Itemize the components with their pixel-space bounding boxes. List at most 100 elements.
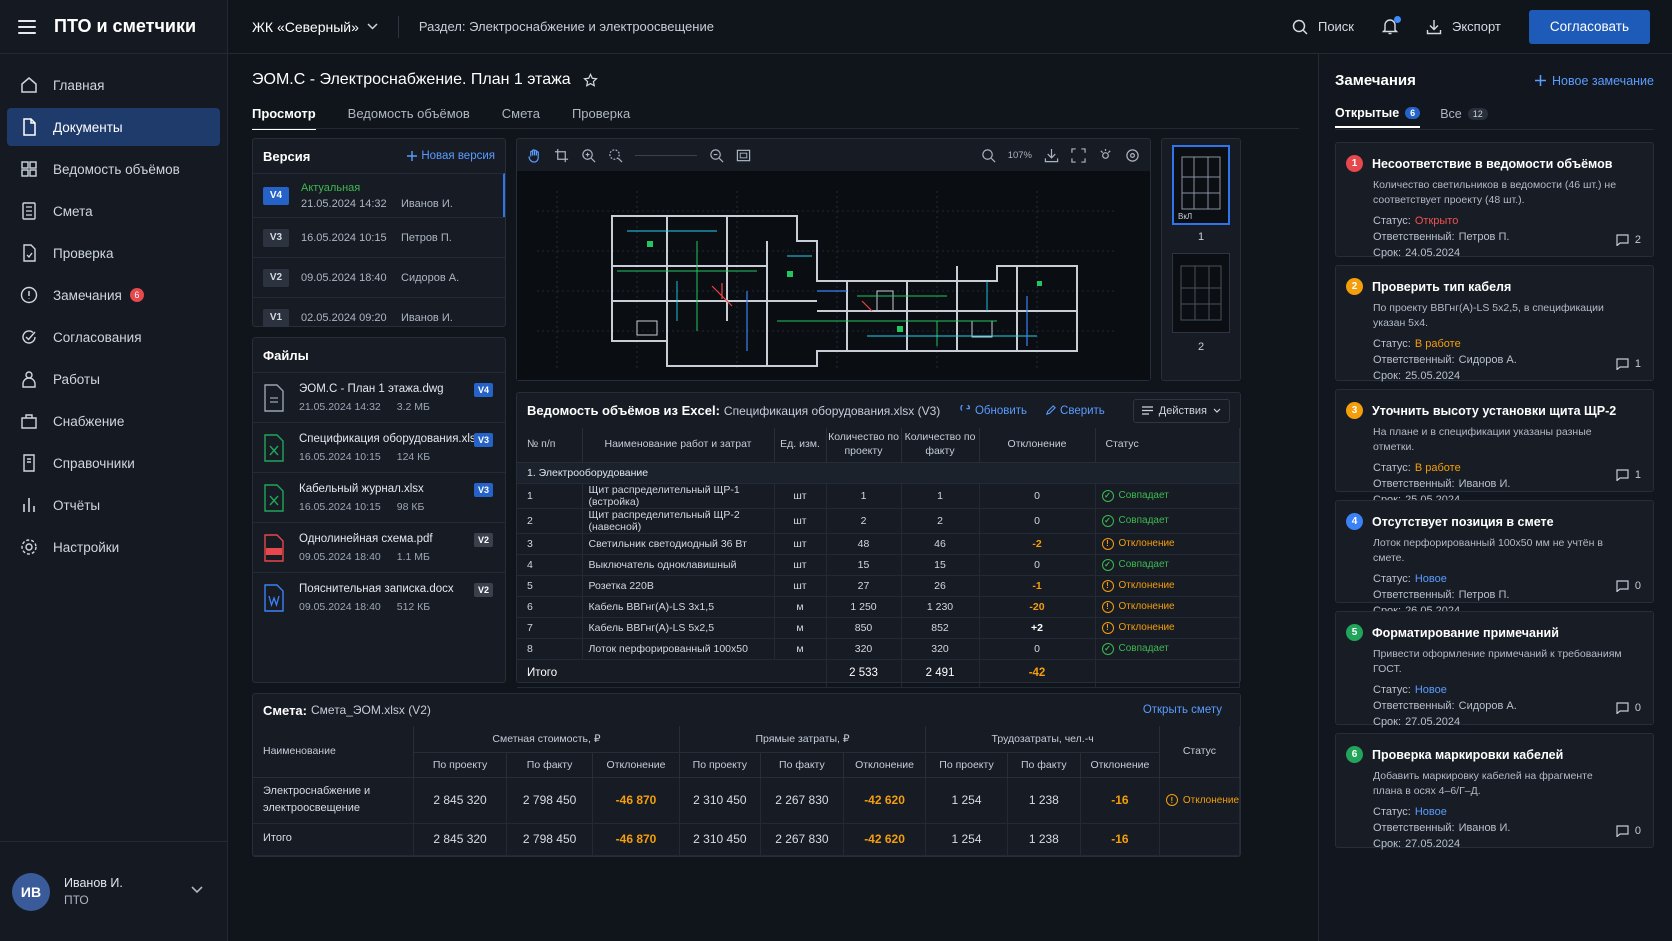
table-row[interactable]: 7 Кабель ВВГнг(А)-LS 5х2,5 м 850 852 +2! Откло… — [517, 617, 1240, 639]
alert-icon — [20, 286, 38, 304]
approve-button[interactable]: Согласовать — [1528, 9, 1650, 44]
fullscreen-icon[interactable] — [1071, 147, 1086, 163]
compare-label: Сверить — [1060, 404, 1105, 417]
estimate-table: Наименование Сметная стоимость, ₽ Прямые… — [253, 726, 1241, 856]
sidebar-item-book[interactable]: Справочники — [7, 444, 220, 482]
user-profile[interactable]: ИВ Иванов И. ПТО — [0, 841, 227, 941]
tab-3[interactable]: Проверка — [571, 106, 631, 121]
comments-number: 0 — [1634, 580, 1641, 592]
version-row[interactable]: V1 02.05.2024 09:20 Иванов И. — [253, 297, 505, 337]
sidebar-item-grid[interactable]: Ведомость объёмов — [7, 150, 220, 188]
sidebar-item-box[interactable]: Снабжение — [7, 402, 220, 440]
file-row[interactable]: Пояснительная записка.docx 09.05.2024 18:… — [253, 572, 505, 622]
file-row[interactable]: Кабельный журнал.xlsx 16.05.2024 10:15 98 … — [253, 472, 505, 522]
file-row[interactable]: Спецификация оборудования.xlsx 16.05.2024… — [253, 422, 505, 472]
remark-card[interactable]: 3 Уточнить высоту установки щита ЩР-2 На п… — [1335, 389, 1654, 506]
zoom-out-icon[interactable] — [709, 148, 724, 163]
all-count-badge: 12 — [1467, 108, 1488, 120]
version-row[interactable]: V3 16.05.2024 10:15 Петров П. — [253, 217, 505, 257]
table-row[interactable]: 8 Лоток перфорированный 100х50 м 320 320 0 ✓ Со… — [517, 638, 1240, 660]
search-button[interactable]: Поиск — [1292, 19, 1354, 35]
zoom-slider[interactable] — [635, 154, 697, 156]
layers-icon[interactable] — [1098, 148, 1113, 163]
estimate-cell: -16 — [1080, 777, 1160, 824]
file-row[interactable]: Однолинейная схема.pdf 09.05.2024 18:40 1.… — [253, 522, 505, 572]
zoom-in-icon[interactable] — [581, 148, 596, 163]
comments-count[interactable]: 2 — [1616, 234, 1641, 246]
col-header: Количество по факту — [901, 428, 980, 463]
open-estimate-link[interactable]: Открыть смету — [1142, 704, 1222, 716]
sidebar-item-alert[interactable]: Замечания 6 — [7, 276, 220, 314]
tab-open[interactable]: Открытые 6 — [1335, 106, 1421, 128]
tab-2[interactable]: Смета — [501, 106, 540, 121]
new-remark-button[interactable]: Новое замечание — [1535, 74, 1654, 88]
file-row[interactable]: ЭОМ.С - План 1 этажа.dwg 21.05.2024 14:32… — [253, 372, 505, 422]
cell-fact: 15 — [901, 554, 980, 576]
excel-file-icon — [264, 433, 284, 462]
comment-icon — [1616, 580, 1629, 592]
status-label: Статус: — [1373, 806, 1411, 819]
settings-icon[interactable] — [1125, 148, 1140, 163]
remark-header: 4 Отсутствует позиция в смете — [1346, 513, 1643, 530]
compare-button[interactable]: Сверить — [1045, 405, 1105, 417]
notifications-button[interactable] — [1382, 16, 1401, 35]
export-button[interactable]: Экспорт — [1426, 19, 1501, 35]
tab-0[interactable]: Просмотр — [252, 106, 316, 130]
table-row[interactable]: 6 Кабель ВВГнг(А)-LS 3х1,5 м 1 250 1 230 -20!… — [517, 596, 1240, 618]
comments-count[interactable]: 0 — [1616, 580, 1641, 592]
comments-count[interactable]: 0 — [1616, 825, 1641, 837]
comments-count[interactable]: 1 — [1616, 358, 1641, 370]
tab-all[interactable]: Все 12 — [1440, 106, 1488, 128]
remark-description: На плане и в спецификации указаны разные… — [1373, 426, 1592, 454]
avatar[interactable]: ИВ — [12, 872, 50, 911]
project-selector[interactable]: ЖК «Северный» — [252, 19, 378, 35]
chart-icon — [23, 498, 35, 512]
sidebar-item-label: Документы — [53, 119, 123, 135]
refresh-button[interactable]: Обновить — [960, 405, 1027, 417]
remark-card[interactable]: 4 Отсутствует позиция в смете Лоток перфор… — [1335, 500, 1654, 617]
comments-count[interactable]: 1 — [1616, 469, 1641, 481]
remark-card[interactable]: 1 Несоответствие в ведомости объёмов Колич… — [1335, 142, 1654, 259]
remark-card[interactable]: 6 Проверка маркировки кабелей Добавить мар… — [1335, 733, 1654, 850]
cell-fact: 2 — [901, 508, 980, 534]
menu-icon[interactable] — [18, 19, 36, 34]
drawing-viewer[interactable]: 107% — [516, 138, 1151, 381]
sidebar-item-calculator[interactable]: Смета — [7, 192, 220, 230]
estimate-cell: -46 870 — [592, 777, 680, 824]
table-row[interactable]: 5 Розетка 220В шт 27 26 -1! Отклонение — [517, 575, 1240, 597]
floor-plan-drawing[interactable] — [517, 171, 1150, 380]
check-icon: ✓ — [1101, 489, 1114, 502]
zoom-area-icon[interactable] — [608, 148, 623, 163]
sidebar-item-gear[interactable]: Настройки — [7, 528, 220, 566]
table-row[interactable]: 2 Щит распределительный ЩР-2 (навесной) шт… — [517, 508, 1240, 534]
fit-page-icon[interactable] — [736, 148, 751, 163]
star-icon[interactable] — [582, 72, 598, 88]
sidebar-item-document[interactable]: Документы — [7, 108, 220, 146]
search-icon[interactable] — [981, 148, 996, 163]
remark-card[interactable]: 5 Форматирование примечаний Привести оформ… — [1335, 611, 1654, 728]
version-row[interactable]: V4 Актуальная 21.05.2024 14:32 Иванов И. — [253, 173, 505, 217]
tab-1[interactable]: Ведомость объёмов — [347, 106, 470, 121]
table-row[interactable]: 1 Щит распределительный ЩР-1 (встройка) шт… — [517, 483, 1240, 509]
remark-card[interactable]: 2 Проверить тип кабеля По проекту ВВГнг(А)… — [1335, 265, 1654, 382]
page-thumbnail-2[interactable] — [1172, 253, 1230, 333]
version-row[interactable]: V2 09.05.2024 18:40 Сидоров А. — [253, 257, 505, 297]
comments-count[interactable]: 0 — [1616, 702, 1641, 714]
chevron-down-icon[interactable] — [191, 886, 203, 894]
hand-tool-icon[interactable] — [527, 148, 542, 163]
crop-icon[interactable] — [554, 148, 569, 163]
page-thumbnail-1[interactable]: ВкЛ — [1172, 145, 1230, 225]
sidebar-item-home[interactable]: Главная — [7, 66, 220, 104]
download-icon[interactable] — [1044, 148, 1059, 163]
table-row[interactable]: 3 Светильник светодиодный 36 Вт шт 48 46 -2! О… — [517, 533, 1240, 555]
status-badge: ✓ Совпадает — [1096, 642, 1240, 655]
cell-unit: шт — [774, 533, 827, 555]
sidebar-item-check-document[interactable]: Проверка — [7, 234, 220, 272]
new-version-button[interactable]: Новая версия — [407, 150, 495, 162]
sidebar-item-approval[interactable]: Согласования — [7, 318, 220, 356]
table-row[interactable]: 4 Выключатель одноклавишный шт 15 15 0 ✓ Совпад… — [517, 554, 1240, 576]
sidebar-item-worker[interactable]: Работы — [7, 360, 220, 398]
sidebar-item-chart[interactable]: Отчёты — [7, 486, 220, 524]
actions-dropdown[interactable]: Действия — [1132, 398, 1230, 423]
open-count-badge: 6 — [1405, 107, 1421, 119]
